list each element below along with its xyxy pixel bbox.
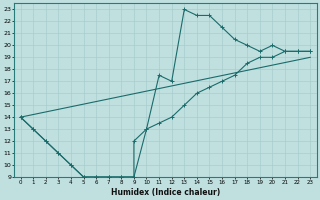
X-axis label: Humidex (Indice chaleur): Humidex (Indice chaleur) xyxy=(111,188,220,197)
